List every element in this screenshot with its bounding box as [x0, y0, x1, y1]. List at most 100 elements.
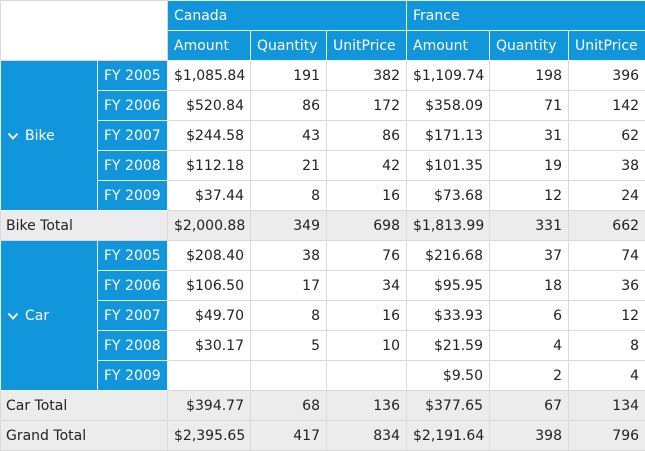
cell-canada-quantity[interactable]: 43	[250, 120, 327, 151]
row-header-year[interactable]: FY 2006	[97, 270, 168, 301]
column-header-france-unitprice[interactable]: UnitPrice	[567, 30, 645, 61]
cell-canada-quantity[interactable]: 86	[250, 90, 327, 121]
subtotal-label[interactable]: Bike Total	[0, 210, 168, 241]
cell-france-amount[interactable]: $101.35	[406, 150, 490, 181]
cell-france-unitprice[interactable]: 38	[567, 150, 645, 181]
cell-france-unitprice[interactable]: 662	[567, 210, 645, 241]
cell-france-unitprice[interactable]: 796	[567, 420, 645, 451]
cell-france-quantity[interactable]: 398	[489, 420, 569, 451]
cell-france-amount[interactable]: $216.68	[406, 240, 490, 271]
cell-france-unitprice[interactable]: 36	[567, 270, 645, 301]
cell-france-unitprice[interactable]: 134	[567, 390, 645, 421]
cell-canada-amount[interactable]: $208.40	[167, 240, 251, 271]
cell-france-unitprice[interactable]: 74	[567, 240, 645, 271]
cell-france-unitprice[interactable]: 4	[567, 360, 645, 391]
cell-canada-quantity[interactable]: 38	[250, 240, 327, 271]
cell-france-unitprice[interactable]: 24	[567, 180, 645, 211]
cell-france-unitprice[interactable]: 8	[567, 330, 645, 361]
cell-canada-quantity[interactable]: 417	[250, 420, 327, 451]
chevron-down-icon[interactable]	[7, 310, 19, 322]
cell-france-quantity[interactable]: 4	[489, 330, 569, 361]
column-header-canada[interactable]: Canada	[167, 0, 407, 31]
cell-canada-unitprice[interactable]: 16	[326, 180, 407, 211]
row-header-year[interactable]: FY 2008	[97, 150, 168, 181]
column-header-france[interactable]: France	[405, 0, 645, 31]
cell-canada-unitprice[interactable]: 34	[326, 270, 407, 301]
row-header-year[interactable]: FY 2005	[97, 60, 168, 91]
cell-france-amount[interactable]: $1,109.74	[406, 60, 490, 91]
cell-canada-amount[interactable]: $1,085.84	[167, 60, 251, 91]
cell-canada-unitprice[interactable]: 86	[326, 120, 407, 151]
cell-france-quantity[interactable]: 12	[489, 180, 569, 211]
row-header-year[interactable]: FY 2007	[97, 300, 168, 331]
column-header-canada-amount[interactable]: Amount	[167, 30, 251, 61]
cell-canada-quantity[interactable]: 68	[250, 390, 327, 421]
cell-france-amount[interactable]: $9.50	[406, 360, 490, 391]
cell-canada-amount[interactable]: $394.77	[167, 390, 251, 421]
cell-france-quantity[interactable]: 2	[489, 360, 569, 391]
cell-france-unitprice[interactable]: 142	[567, 90, 645, 121]
cell-canada-unitprice[interactable]	[326, 360, 407, 391]
cell-canada-unitprice[interactable]: 42	[326, 150, 407, 181]
cell-canada-amount[interactable]: $106.50	[167, 270, 251, 301]
cell-canada-unitprice[interactable]: 834	[326, 420, 407, 451]
row-header-car[interactable]: Car	[0, 240, 98, 391]
row-header-year[interactable]: FY 2007	[97, 120, 168, 151]
cell-france-amount[interactable]: $2,191.64	[406, 420, 490, 451]
cell-france-unitprice[interactable]: 396	[567, 60, 645, 91]
cell-france-amount[interactable]: $1,813.99	[406, 210, 490, 241]
cell-canada-quantity[interactable]	[250, 360, 327, 391]
cell-france-quantity[interactable]: 18	[489, 270, 569, 301]
cell-canada-unitprice[interactable]: 136	[326, 390, 407, 421]
cell-canada-quantity[interactable]: 21	[250, 150, 327, 181]
column-header-canada-quantity[interactable]: Quantity	[250, 30, 327, 61]
row-header-bike[interactable]: Bike	[0, 60, 98, 211]
grand-total-label[interactable]: Grand Total	[0, 420, 168, 451]
cell-france-quantity[interactable]: 19	[489, 150, 569, 181]
cell-france-quantity[interactable]: 67	[489, 390, 569, 421]
cell-canada-amount[interactable]: $244.58	[167, 120, 251, 151]
cell-canada-quantity[interactable]: 5	[250, 330, 327, 361]
cell-france-quantity[interactable]: 198	[489, 60, 569, 91]
cell-france-quantity[interactable]: 37	[489, 240, 569, 271]
cell-france-quantity[interactable]: 331	[489, 210, 569, 241]
row-header-year[interactable]: FY 2009	[97, 180, 168, 211]
column-header-france-amount[interactable]: Amount	[406, 30, 490, 61]
column-header-canada-unitprice[interactable]: UnitPrice	[326, 30, 407, 61]
cell-france-amount[interactable]: $95.95	[406, 270, 490, 301]
cell-france-quantity[interactable]: 71	[489, 90, 569, 121]
cell-canada-amount[interactable]: $2,000.88	[167, 210, 251, 241]
cell-canada-unitprice[interactable]: 698	[326, 210, 407, 241]
cell-france-quantity[interactable]: 31	[489, 120, 569, 151]
cell-canada-quantity[interactable]: 8	[250, 300, 327, 331]
cell-france-unitprice[interactable]: 12	[567, 300, 645, 331]
cell-canada-unitprice[interactable]: 16	[326, 300, 407, 331]
cell-canada-amount[interactable]: $30.17	[167, 330, 251, 361]
row-header-year[interactable]: FY 2008	[97, 330, 168, 361]
cell-france-amount[interactable]: $21.59	[406, 330, 490, 361]
cell-canada-unitprice[interactable]: 172	[326, 90, 407, 121]
cell-france-amount[interactable]: $171.13	[406, 120, 490, 151]
cell-canada-quantity[interactable]: 8	[250, 180, 327, 211]
cell-canada-unitprice[interactable]: 76	[326, 240, 407, 271]
cell-canada-quantity[interactable]: 191	[250, 60, 327, 91]
row-header-year[interactable]: FY 2006	[97, 90, 168, 121]
cell-canada-quantity[interactable]: 17	[250, 270, 327, 301]
cell-canada-quantity[interactable]: 349	[250, 210, 327, 241]
cell-canada-amount[interactable]: $2,395.65	[167, 420, 251, 451]
row-header-year[interactable]: FY 2005	[97, 240, 168, 271]
cell-canada-unitprice[interactable]: 10	[326, 330, 407, 361]
cell-france-amount[interactable]: $73.68	[406, 180, 490, 211]
cell-canada-unitprice[interactable]: 382	[326, 60, 407, 91]
subtotal-label[interactable]: Car Total	[0, 390, 168, 421]
cell-canada-amount[interactable]: $37.44	[167, 180, 251, 211]
cell-france-amount[interactable]: $33.93	[406, 300, 490, 331]
column-header-france-quantity[interactable]: Quantity	[489, 30, 569, 61]
cell-france-amount[interactable]: $358.09	[406, 90, 490, 121]
cell-france-quantity[interactable]: 6	[489, 300, 569, 331]
chevron-down-icon[interactable]	[7, 130, 19, 142]
row-header-year[interactable]: FY 2009	[97, 360, 168, 391]
cell-canada-amount[interactable]	[167, 360, 251, 391]
cell-france-amount[interactable]: $377.65	[406, 390, 490, 421]
cell-france-unitprice[interactable]: 62	[567, 120, 645, 151]
